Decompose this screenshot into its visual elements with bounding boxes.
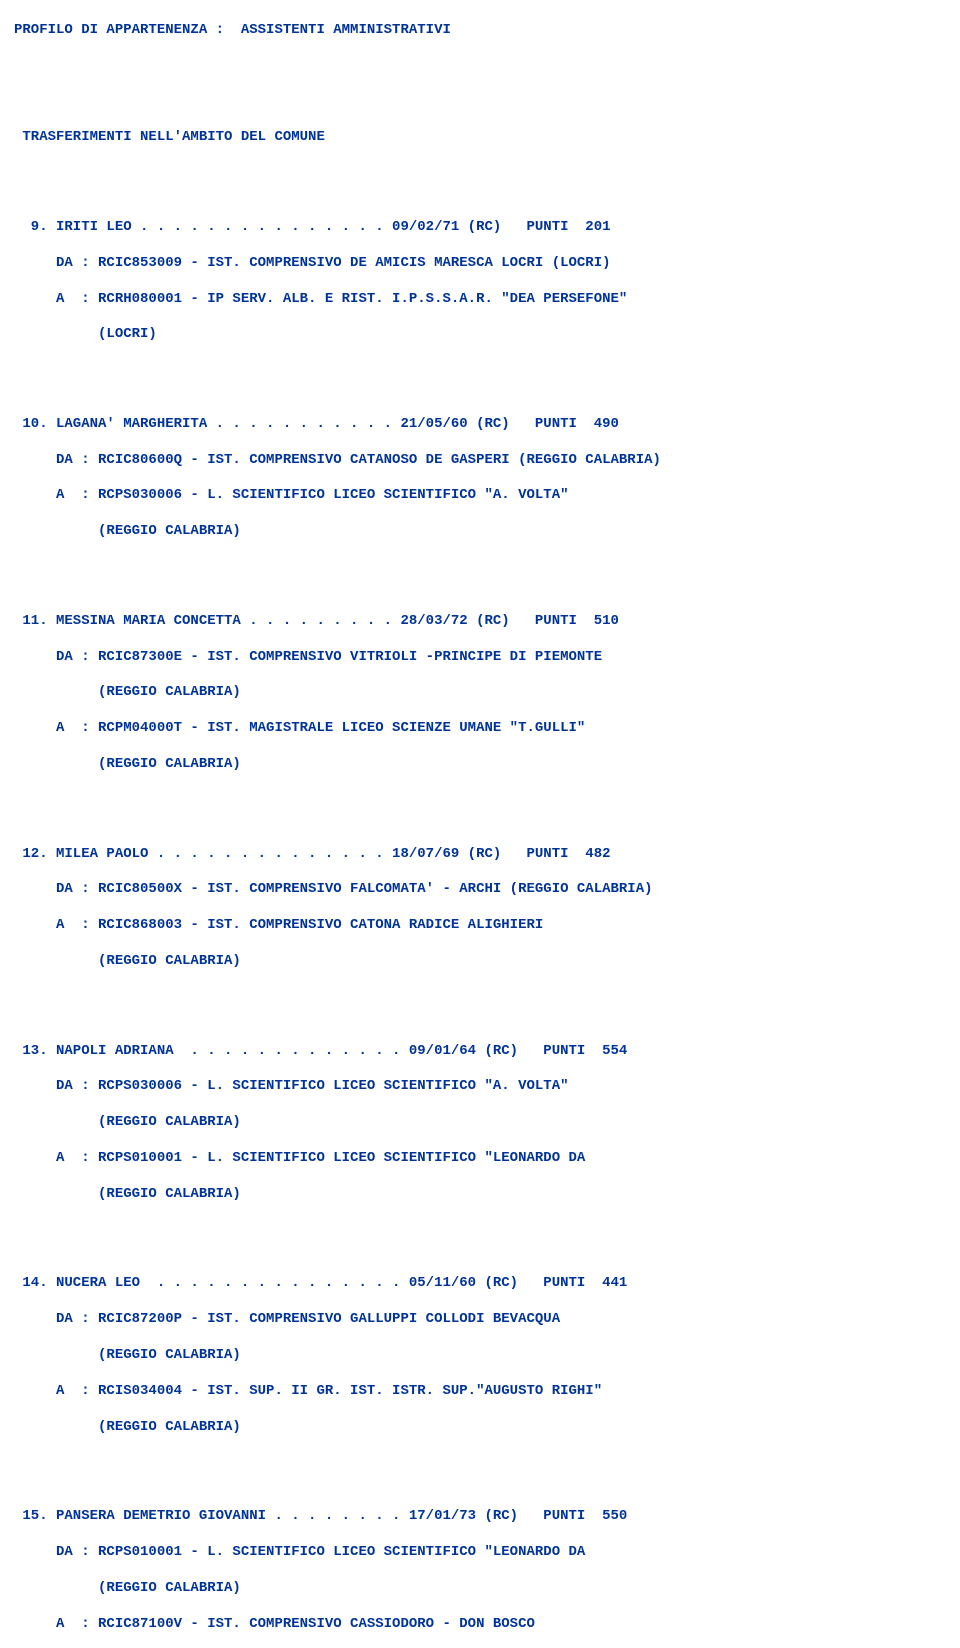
entry-da: DA : RCPS010001 - L. SCIENTIFICO LICEO S…: [14, 1544, 946, 1562]
blank-line: [14, 1454, 946, 1472]
entry-a: A : RCIC87100V - IST. COMPRENSIVO CASSIO…: [14, 1616, 946, 1634]
section-header: TRASFERIMENTI NELL'AMBITO DEL COMUNE: [14, 129, 946, 147]
entry-main: 14. NUCERA LEO . . . . . . . . . . . . .…: [14, 1275, 946, 1293]
entry-da: DA : RCIC87300E - IST. COMPRENSIVO VITRI…: [14, 649, 946, 667]
entry-main: 9. IRITI LEO . . . . . . . . . . . . . .…: [14, 219, 946, 237]
blank-line: [14, 1222, 946, 1240]
blank-line: [14, 94, 946, 112]
entry-a: A : RCPS030006 - L. SCIENTIFICO LICEO SC…: [14, 487, 946, 505]
entry-main: 13. NAPOLI ADRIANA . . . . . . . . . . .…: [14, 1043, 946, 1061]
entry-a: A : RCIC868003 - IST. COMPRENSIVO CATONA…: [14, 917, 946, 935]
entry-a: A : RCPS010001 - L. SCIENTIFICO LICEO SC…: [14, 1150, 946, 1168]
entry-aloc: (REGGIO CALABRIA): [14, 1419, 946, 1437]
blank-line: [14, 989, 946, 1007]
document-page: PROFILO DI APPARTENENZA : ASSISTENTI AMM…: [0, 0, 960, 1648]
entry-daloc: (REGGIO CALABRIA): [14, 1347, 946, 1365]
entry-main: 12. MILEA PAOLO . . . . . . . . . . . . …: [14, 846, 946, 864]
entry-a: A : RCRH080001 - IP SERV. ALB. E RIST. I…: [14, 291, 946, 309]
entry-da: DA : RCIC80500X - IST. COMPRENSIVO FALCO…: [14, 881, 946, 899]
entry-main: 15. PANSERA DEMETRIO GIOVANNI . . . . . …: [14, 1508, 946, 1526]
entry-da: DA : RCIC80600Q - IST. COMPRENSIVO CATAN…: [14, 452, 946, 470]
entry-aloc: (REGGIO CALABRIA): [14, 756, 946, 774]
entry-aloc: (REGGIO CALABRIA): [14, 953, 946, 971]
entry-aloc: (LOCRI): [14, 326, 946, 344]
entry-daloc: (REGGIO CALABRIA): [14, 1580, 946, 1598]
blank-line: [14, 165, 946, 183]
profile-header: PROFILO DI APPARTENENZA : ASSISTENTI AMM…: [14, 22, 946, 40]
entry-main: 10. LAGANA' MARGHERITA . . . . . . . . .…: [14, 416, 946, 434]
entry-aloc: (REGGIO CALABRIA): [14, 1186, 946, 1204]
blank-line: [14, 362, 946, 380]
entry-a: A : RCPM04000T - IST. MAGISTRALE LICEO S…: [14, 720, 946, 738]
entry-da: DA : RCIC87200P - IST. COMPRENSIVO GALLU…: [14, 1311, 946, 1329]
blank-line: [14, 559, 946, 577]
blank-line: [14, 58, 946, 76]
entry-daloc: (REGGIO CALABRIA): [14, 1114, 946, 1132]
entry-da: DA : RCIC853009 - IST. COMPRENSIVO DE AM…: [14, 255, 946, 273]
entry-da: DA : RCPS030006 - L. SCIENTIFICO LICEO S…: [14, 1078, 946, 1096]
blank-line: [14, 792, 946, 810]
entry-a: A : RCIS034004 - IST. SUP. II GR. IST. I…: [14, 1383, 946, 1401]
entry-main: 11. MESSINA MARIA CONCETTA . . . . . . .…: [14, 613, 946, 631]
entry-aloc: (REGGIO CALABRIA): [14, 523, 946, 541]
entry-daloc: (REGGIO CALABRIA): [14, 684, 946, 702]
